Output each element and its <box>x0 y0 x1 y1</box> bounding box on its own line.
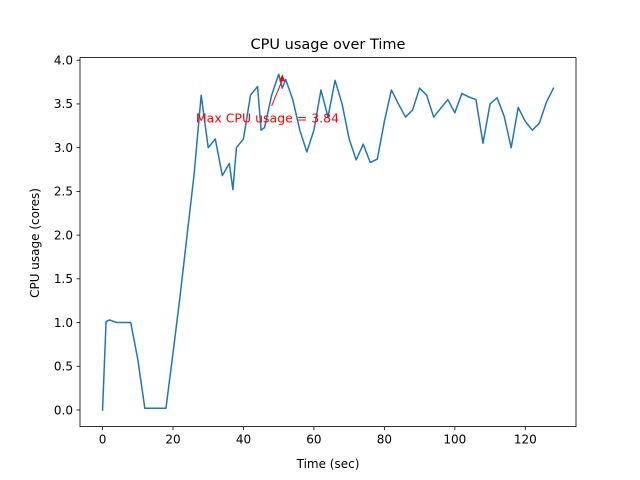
y-tick-label: 1.5 <box>54 272 73 286</box>
x-tick-label: 120 <box>514 433 537 447</box>
x-axis: 0 20 40 60 80 100 120 <box>99 426 537 447</box>
x-tick-label: 80 <box>377 433 392 447</box>
y-tick-label: 3.5 <box>54 97 73 111</box>
y-tick-label: 1.0 <box>54 316 73 330</box>
y-tick-label: 2.5 <box>54 185 73 199</box>
annotation-text: Max CPU usage = 3.84 <box>196 110 339 125</box>
x-tick-label: 0 <box>99 433 107 447</box>
chart-title: CPU usage over Time <box>251 37 406 53</box>
y-tick-label: 4.0 <box>54 54 73 68</box>
y-tick-label: 0.0 <box>54 403 73 417</box>
y-axis: 0.0 0.5 1.0 1.5 2.0 2.5 3.0 3.5 4.0 <box>54 54 80 417</box>
y-axis-label: CPU usage (cores) <box>28 188 42 298</box>
annotation-layer: Max CPU usage = 3.84 <box>196 74 339 125</box>
x-tick-label: 100 <box>443 433 466 447</box>
x-axis-label: Time (sec) <box>296 457 360 471</box>
y-tick-label: 3.0 <box>54 141 73 155</box>
x-tick-label: 40 <box>236 433 251 447</box>
series-layer <box>101 73 555 411</box>
x-tick-label: 20 <box>165 433 180 447</box>
annotation-arrow-head <box>279 74 286 82</box>
plot-frame <box>79 57 577 427</box>
y-tick-label: 2.0 <box>54 228 73 242</box>
plot-area <box>79 57 577 427</box>
y-tick-label: 0.5 <box>54 360 73 374</box>
series-line-0 <box>101 73 555 411</box>
x-tick-label: 60 <box>306 433 321 447</box>
annotation-arrow-shaft <box>271 80 283 107</box>
